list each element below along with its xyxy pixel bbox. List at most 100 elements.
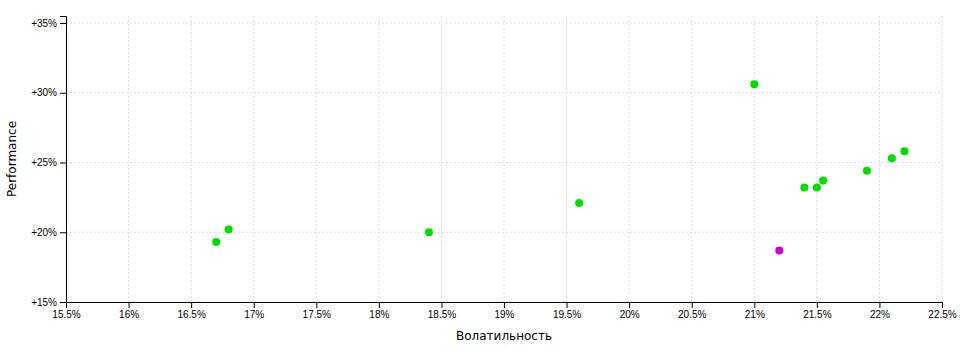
x-axis-line [67,303,943,309]
x-axis: 15.5% 16% 16.5% 17% 17.5% 18% 18.5% 19% 19.5% 20%… [52,302,956,320]
grid-line-x [816,16,817,302]
grid-line-x [378,16,379,302]
y-tick-label: +15% [31,297,57,308]
x-tick-mark [879,302,880,308]
grid [66,16,942,302]
x-tick-mark [316,302,317,308]
y-tick-label: +35% [31,18,57,29]
x-tick-label: 20% [620,309,640,320]
grid-line-x [316,16,317,302]
point [900,147,908,155]
grid-line-x [253,16,254,302]
grid-line-x [879,16,880,302]
x-tick: 21.5% [803,302,831,320]
y-axis-line [60,17,67,303]
y-tick: +35% [31,18,66,29]
x-tick: 22% [870,302,890,320]
x-tick: 19.5% [553,302,581,320]
x-tick-mark [441,302,442,308]
x-tick-mark [254,302,255,308]
y-tick-mark [60,302,66,303]
x-tick-label: 20.5% [678,309,706,320]
grid-line-x [504,16,505,302]
point [775,246,783,254]
x-tick: 17.5% [303,302,331,320]
x-tick: 19% [494,302,514,320]
y-tick-label: +25% [31,157,57,168]
x-tick-label: 18% [369,309,389,320]
y-tick-label: +20% [31,227,57,238]
x-tick-label: 17.5% [303,309,331,320]
y-tick: +30% [31,87,66,98]
x-tick-label: 19% [494,309,514,320]
grid-line-y [66,232,942,233]
point [863,167,871,175]
y-tick-mark [60,93,66,94]
x-tick-mark [942,302,943,308]
grid-line-x [566,16,567,302]
y-tick: +15% [31,297,66,308]
chart: 15.5% 16% 16.5% 17% 17.5% 18% 18.5% 19% 19.5% 20%… [0,0,966,350]
point [813,184,821,192]
series [775,246,783,254]
grid-line-y [66,162,942,163]
y-tick-mark [60,162,66,163]
y-tick: +25% [31,157,66,168]
x-tick-label: 17% [244,309,264,320]
series [212,80,908,246]
x-tick-label: 22.5% [928,309,956,320]
x-tick-mark [379,302,380,308]
point [819,177,827,185]
x-tick: 17% [244,302,264,320]
x-tick-label: 21.5% [803,309,831,320]
grid-line-x [942,16,943,302]
x-tick-mark [504,302,505,308]
x-tick-mark [754,302,755,308]
x-tick: 18% [369,302,389,320]
point [888,154,896,162]
x-tick: 20% [620,302,640,320]
x-tick-mark [191,302,192,308]
y-axis-title: Performance [5,121,19,197]
y-tick-mark [60,23,66,24]
x-tick: 16.5% [177,302,205,320]
y-tick: +20% [31,227,66,238]
grid-line-x [441,16,442,302]
point [800,184,808,192]
points [212,80,908,254]
point [225,225,233,233]
x-tick: 18.5% [428,302,456,320]
x-tick-label: 15.5% [52,309,80,320]
x-tick-mark [129,302,130,308]
x-tick-label: 18.5% [428,309,456,320]
x-tick-label: 21% [745,309,765,320]
grid-line-x [128,16,129,302]
x-tick-mark [817,302,818,308]
grid-line-x [691,16,692,302]
y-tick-label: +30% [31,87,57,98]
point [750,80,758,88]
grid-line-x [754,16,755,302]
grid-line-x [191,16,192,302]
x-tick-mark [567,302,568,308]
x-tick-mark [692,302,693,308]
grid-line-y [66,92,942,93]
point [425,228,433,236]
grid-line-y [66,22,942,23]
point [212,238,220,246]
x-tick-mark [629,302,630,308]
grid-line-x [629,16,630,302]
x-axis-title: Волатильность [456,329,552,343]
x-tick-label: 19.5% [553,309,581,320]
x-tick: 16% [119,302,139,320]
point [575,199,583,207]
y-axis: +15% +20% +25% +30% +35% [31,17,66,308]
x-tick: 21% [745,302,765,320]
x-tick-label: 16% [119,309,139,320]
y-tick-mark [60,232,66,233]
plot: 15.5% 16% 16.5% 17% 17.5% 18% 18.5% 19% 19.5% 20%… [31,16,957,320]
x-tick: 20.5% [678,302,706,320]
x-tick-label: 22% [870,309,890,320]
x-tick-label: 16.5% [177,309,205,320]
x-tick: 22.5% [928,302,956,320]
